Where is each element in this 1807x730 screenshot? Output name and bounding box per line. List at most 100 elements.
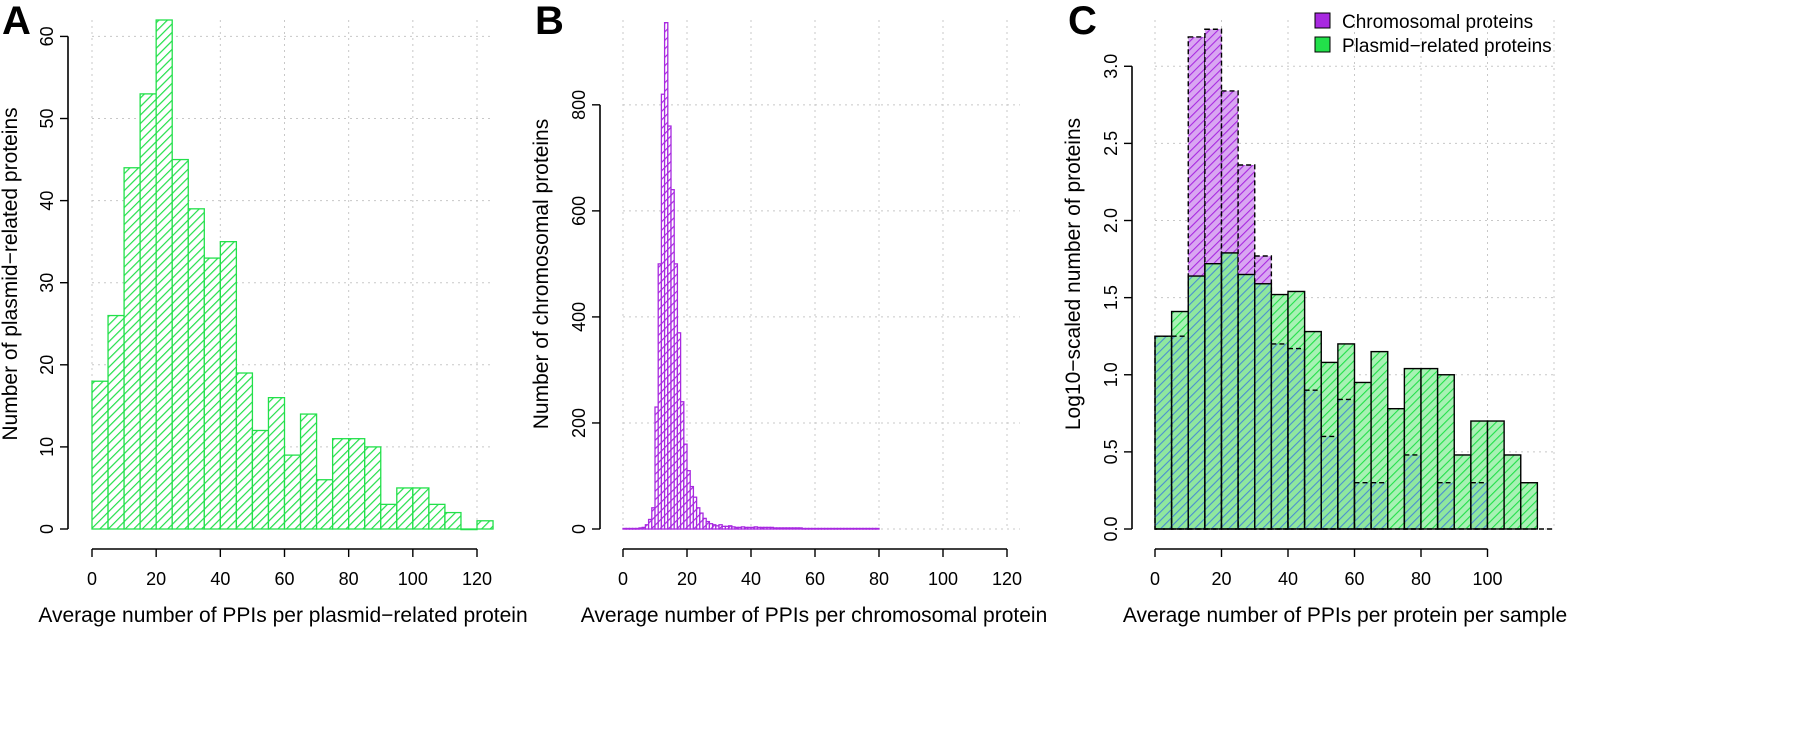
panel-b-x-tick-label: 60 xyxy=(805,569,825,589)
panel-c-y-tick-label: 2.0 xyxy=(1101,208,1121,233)
panel-a-bar xyxy=(428,503,446,530)
panel-c-bar-top xyxy=(1454,454,1471,529)
panel-a-y-tick-label: 60 xyxy=(37,26,57,46)
panel-a-y-tick-label: 0 xyxy=(37,524,57,534)
panel-b-xlabel: Average number of PPIs per chromosomal p… xyxy=(581,604,1048,627)
panel-c-bar-top xyxy=(1188,36,1205,277)
panel-letter-c: C xyxy=(1068,0,1097,43)
panel-a-bar xyxy=(380,503,398,530)
panel-a-bar xyxy=(299,413,318,530)
panel-a-y-tick-label: 20 xyxy=(37,355,57,375)
legend-swatch-chromosomal xyxy=(1314,12,1331,29)
panel-c-bar-plasmid xyxy=(1520,482,1539,530)
panel-b-x-tick-label: 80 xyxy=(869,569,889,589)
panel-b-y-tick-label: 800 xyxy=(569,90,589,120)
panel-c-bar-overlap xyxy=(1238,274,1255,529)
panel-a-y-tick-label: 50 xyxy=(37,109,57,129)
panel-c-bar-top xyxy=(1520,482,1538,529)
panel-a-x-tick-label: 40 xyxy=(210,569,230,589)
panel-c-x-tick-label: 0 xyxy=(1150,569,1160,589)
panel-c-bar-overlap xyxy=(1155,336,1172,529)
panel-b-x-tick-label: 40 xyxy=(741,569,761,589)
panel-c-bar-top xyxy=(1271,294,1288,344)
panel-c-bar-top xyxy=(1254,255,1272,284)
panel-b-x-tick-label: 120 xyxy=(992,569,1022,589)
panel-a-bar xyxy=(267,396,286,530)
panel-a-bar xyxy=(219,241,238,530)
panel-c-bar-top xyxy=(1487,421,1505,529)
panel-a-bar xyxy=(348,438,366,530)
panel-c-bar-top xyxy=(1437,374,1455,483)
panel-letter-a: A xyxy=(2,0,31,43)
panel-c-bar-overlap xyxy=(1470,482,1488,529)
panel-letter-b: B xyxy=(535,0,564,43)
panel-b-y-tick-label: 0 xyxy=(569,524,589,534)
panel-c-bar-top xyxy=(1421,368,1438,529)
panel-a-y-tick-label: 30 xyxy=(37,273,57,293)
panel-c-bar-overlap xyxy=(1321,436,1338,529)
panel-c-bar-overlap xyxy=(1188,276,1205,529)
panel-c-bar-overlap xyxy=(1221,252,1239,529)
panel-c-bar-overlap xyxy=(1254,283,1272,529)
panel-c-y-tick-label: 1.0 xyxy=(1101,362,1121,387)
panel-c-bar-top xyxy=(1387,408,1405,529)
panel-c-bar-top xyxy=(1354,382,1372,483)
panel-a-bar xyxy=(460,528,478,531)
panel-a-bar xyxy=(235,372,254,530)
panel-c-bar-overlap xyxy=(1171,336,1189,529)
panel-b-y-tick-label: 200 xyxy=(569,408,589,438)
panel-a-xlabel: Average number of PPIs per plasmid−relat… xyxy=(38,604,527,627)
panel-b-ylabel: Number of chromosomal proteins xyxy=(530,119,553,429)
panel-c-x-tick-label: 60 xyxy=(1344,569,1364,589)
panel-c-y-tick-label: 1.5 xyxy=(1101,285,1121,310)
panel-c-y-tick-label: 3.0 xyxy=(1101,54,1121,79)
panel-c-bar-overlap xyxy=(1204,263,1222,529)
panel-b-x-tick-label: 0 xyxy=(618,569,628,589)
panel-c-bar-top xyxy=(1404,368,1421,455)
panel-a-bar xyxy=(283,454,302,530)
panel-c-bar-top xyxy=(1504,454,1521,529)
panel-c-bar-overlap xyxy=(1288,348,1305,529)
panel-c-bar-overlap xyxy=(1371,482,1388,529)
panel-a-bar xyxy=(155,19,173,530)
panel-c-bar-top xyxy=(1304,331,1322,391)
panel-a-x-tick-label: 120 xyxy=(462,569,492,589)
legend-label-plasmid: Plasmid−related proteins xyxy=(1342,36,1552,57)
legend-label-chromosomal: Chromosomal proteins xyxy=(1342,12,1533,33)
panel-c-bar-chromosomal xyxy=(1470,482,1489,530)
panel-a-bar xyxy=(91,380,109,530)
panel-c-bar-overlap xyxy=(1354,482,1372,529)
panel-c-bar-chromosomal xyxy=(1370,482,1389,530)
panel-c-y-tick-label: 2.5 xyxy=(1101,131,1121,156)
panel-c-x-tick-label: 100 xyxy=(1472,569,1502,589)
panel-c-x-tick-label: 40 xyxy=(1278,569,1298,589)
panel-c-bar-overlap xyxy=(1404,454,1421,529)
panel-c-y-tick-label: 0.5 xyxy=(1101,439,1121,464)
panel-a-x-tick-label: 60 xyxy=(274,569,294,589)
panel-c-bar-chromosomal xyxy=(1353,482,1372,530)
panel-a-bar xyxy=(331,438,350,530)
panel-a-x-tick-label: 80 xyxy=(339,569,359,589)
panel-c-bar-overlap xyxy=(1271,343,1288,529)
panel-c-bar-overlap xyxy=(1437,482,1455,529)
panel-a-bar xyxy=(107,314,125,530)
panel-c-bar-top xyxy=(1171,311,1189,337)
panel-b-bar xyxy=(875,527,880,530)
panel-a-bar xyxy=(412,487,430,530)
panel-c-x-tick-label: 80 xyxy=(1411,569,1431,589)
panel-a-x-tick-label: 0 xyxy=(87,569,97,589)
panel-a-bar xyxy=(251,429,270,530)
panel-c-bar-top xyxy=(1238,164,1255,275)
panel-a-bar xyxy=(123,167,141,530)
panel-c-ylabel: Log10−scaled number of proteins xyxy=(1062,118,1085,430)
panel-c-bar-top xyxy=(1371,351,1388,483)
panel-b-y-tick-label: 600 xyxy=(569,196,589,226)
legend: Chromosomal proteins Plasmid−related pro… xyxy=(1314,12,1552,57)
panel-a-bar xyxy=(187,208,205,530)
panel-b-x-tick-label: 100 xyxy=(928,569,958,589)
panel-a-x-tick-label: 20 xyxy=(146,569,166,589)
panel-a-bar xyxy=(476,520,494,530)
legend-swatch-plasmid xyxy=(1314,36,1331,53)
panel-c-bar-top xyxy=(1288,291,1305,349)
